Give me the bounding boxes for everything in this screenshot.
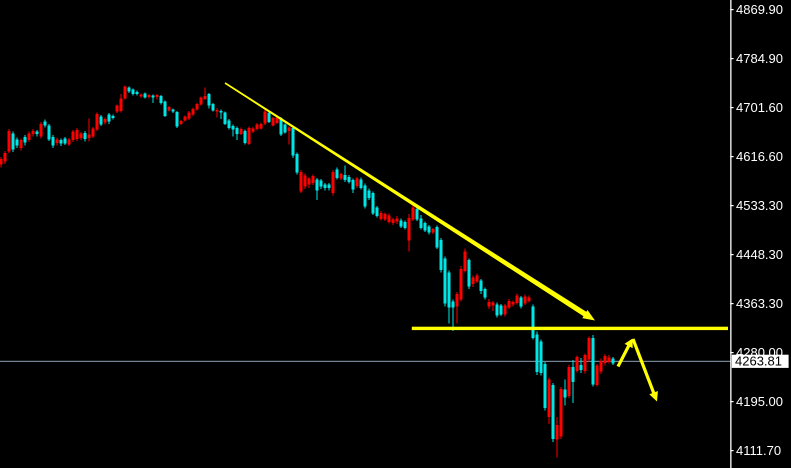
svg-text:4869.90: 4869.90 <box>736 2 783 17</box>
svg-text:4195.00: 4195.00 <box>736 394 783 409</box>
svg-text:4701.60: 4701.60 <box>736 100 783 115</box>
svg-text:4448.30: 4448.30 <box>736 247 783 262</box>
svg-text:4784.90: 4784.90 <box>736 51 783 66</box>
svg-text:4111.70: 4111.70 <box>736 443 781 458</box>
svg-text:4533.30: 4533.30 <box>736 198 783 213</box>
svg-text:4263.81: 4263.81 <box>735 353 782 368</box>
svg-text:4616.60: 4616.60 <box>736 149 783 164</box>
svg-text:4363.30: 4363.30 <box>736 296 783 311</box>
